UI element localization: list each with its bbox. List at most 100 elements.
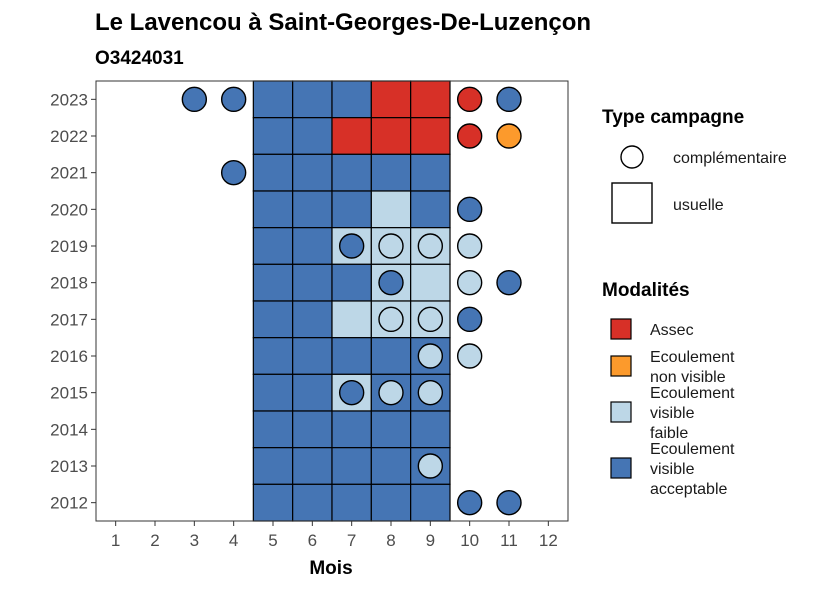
x-tick-label-10: 10 xyxy=(460,531,479,550)
tile-2022-6 xyxy=(292,117,333,155)
point-2019-8 xyxy=(378,233,404,259)
y-tick-label-2012: 2012 xyxy=(50,494,88,513)
tile-2020-7 xyxy=(331,190,372,229)
x-tick-label-2: 2 xyxy=(150,531,159,550)
point-2023-4 xyxy=(220,86,247,113)
y-axis-ticks: 2012 2013 2014 2015 2016 2017 2018 2019 2020 2021… xyxy=(50,90,96,513)
x-tick-label-12: 12 xyxy=(539,531,558,550)
x-axis-ticks: 1 2 3 4 5 6 7 8 9 10 11 12 xyxy=(111,521,558,550)
complementaire-points xyxy=(181,86,522,516)
tile-2020-6 xyxy=(292,190,333,229)
panel-border xyxy=(95,80,569,522)
tile-2016-5 xyxy=(252,337,294,375)
tile-2021-6 xyxy=(292,153,333,192)
point-2023-11 xyxy=(496,86,522,113)
legend-key-nonvisible xyxy=(610,355,632,377)
x-tick-label-3: 3 xyxy=(190,531,199,550)
legend-key-acceptable xyxy=(610,457,632,479)
point-2019-9 xyxy=(417,233,444,259)
x-tick-label-9: 9 xyxy=(426,531,435,550)
point-2023-10 xyxy=(456,86,483,113)
tile-2016-7 xyxy=(331,337,372,375)
legend-square-symbol xyxy=(611,182,653,224)
y-tick-label-2018: 2018 xyxy=(50,274,88,293)
x-tick-label-8: 8 xyxy=(386,531,395,550)
x-tick-label-6: 6 xyxy=(308,531,317,550)
tile-2020-8 xyxy=(370,190,412,229)
tile-2023-5 xyxy=(252,80,294,119)
plot-frame xyxy=(95,80,569,522)
y-tick-label-2021: 2021 xyxy=(50,164,88,183)
tile-2023-8 xyxy=(370,80,412,119)
point-2020-10 xyxy=(456,196,483,223)
y-tick-label-2022: 2022 xyxy=(50,127,88,146)
tile-2018-7 xyxy=(331,263,372,302)
tile-2020-9 xyxy=(410,190,451,229)
point-2017-8 xyxy=(378,306,404,333)
tile-2022-8 xyxy=(370,117,412,155)
point-2015-9 xyxy=(417,379,444,406)
tile-2012-8 xyxy=(370,483,412,522)
legend-label-acceptable-line-1: Ecoulement xyxy=(650,441,735,458)
legend-label-faible: Ecoulement visible faible xyxy=(650,385,735,442)
tile-2021-8 xyxy=(370,153,412,192)
y-tick-label-2016: 2016 xyxy=(50,347,88,366)
x-tick-label-1: 1 xyxy=(111,531,120,550)
tile-2016-6 xyxy=(292,337,333,375)
tile-2018-5 xyxy=(252,263,294,302)
legend-label-nonvisible: Ecoulement non visible xyxy=(650,349,735,386)
tile-2014-5 xyxy=(252,410,294,449)
tile-2013-7 xyxy=(331,447,372,485)
x-tick-label-5: 5 xyxy=(268,531,277,550)
tile-2014-9 xyxy=(410,410,451,449)
point-2012-11 xyxy=(496,489,522,516)
tile-2017-6 xyxy=(292,300,333,339)
point-2017-10 xyxy=(456,306,483,333)
tile-2014-8 xyxy=(370,410,412,449)
point-2022-10 xyxy=(456,123,483,149)
tile-2013-8 xyxy=(370,447,412,485)
tile-2015-6 xyxy=(292,373,333,412)
usuelle-tiles xyxy=(252,80,451,522)
legend-label-faible-line-3: faible xyxy=(650,425,688,442)
y-tick-label-2019: 2019 xyxy=(50,237,88,256)
legend-campaign: Type campagne complémentaire usuelle xyxy=(602,107,787,224)
y-tick-label-2015: 2015 xyxy=(50,384,88,403)
point-2016-10 xyxy=(456,343,483,369)
tile-2013-6 xyxy=(292,447,333,485)
y-tick-label-2023: 2023 xyxy=(50,90,88,109)
chart-title: Le Lavencou à Saint-Georges-De-Luzençon xyxy=(95,9,591,36)
tile-2012-7 xyxy=(331,483,372,522)
legend-label-faible-line-1: Ecoulement xyxy=(650,385,735,402)
legend-label-usuelle: usuelle xyxy=(673,197,724,214)
tile-2013-5 xyxy=(252,447,294,485)
tile-2021-5 xyxy=(252,153,294,192)
legend-label-nonvisible-line-1: Ecoulement xyxy=(650,349,735,366)
point-2022-11 xyxy=(496,123,522,149)
x-tick-label-11: 11 xyxy=(500,531,518,550)
legend-label-acceptable-line-3: acceptable xyxy=(650,481,727,498)
legend-label-assec-line-1: Assec xyxy=(650,322,694,339)
tile-2017-5 xyxy=(252,300,294,339)
x-axis-title: Mois xyxy=(309,558,352,579)
point-2019-10 xyxy=(456,233,483,259)
point-2018-8 xyxy=(378,269,404,296)
tile-2021-7 xyxy=(331,153,372,192)
tile-2022-5 xyxy=(252,117,294,155)
tile-2022-9 xyxy=(410,117,451,155)
legend-circle-symbol xyxy=(620,145,644,169)
legend-label-complementaire: complémentaire xyxy=(673,150,787,167)
point-2015-7 xyxy=(338,379,365,406)
point-2017-9 xyxy=(417,306,444,333)
tile-2023-6 xyxy=(292,80,333,119)
tile-2018-9 xyxy=(410,263,451,302)
point-2012-10 xyxy=(456,489,483,516)
tile-2015-5 xyxy=(252,373,294,412)
y-tick-label-2014: 2014 xyxy=(50,420,88,439)
legend-label-acceptable: Ecoulement visible acceptable xyxy=(650,441,735,498)
tile-2017-7 xyxy=(331,300,372,339)
legend-modalities-title: Modalités xyxy=(602,280,690,301)
point-2023-3 xyxy=(181,86,208,113)
